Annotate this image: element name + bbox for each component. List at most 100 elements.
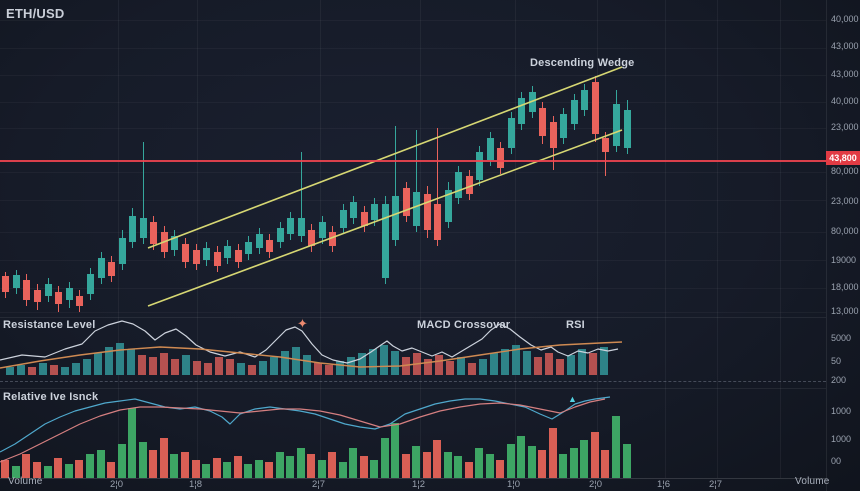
volume-bar — [402, 454, 410, 478]
candle-body — [550, 122, 557, 148]
gridline-vertical — [665, 0, 666, 478]
gridline-horizontal — [0, 75, 826, 76]
candle-body — [539, 108, 546, 136]
candle-body — [256, 234, 263, 248]
volume-bar — [223, 462, 231, 478]
macd-histogram-bar — [105, 347, 113, 375]
gridline-vertical — [515, 0, 516, 478]
candle-wick — [143, 142, 144, 244]
volume-bar — [255, 460, 263, 478]
price-axis-label: 40,000 — [831, 14, 859, 24]
price-axis-label: 23,000 — [831, 122, 859, 132]
candle-body — [119, 238, 126, 264]
candle-body — [361, 212, 368, 226]
gridline-vertical — [597, 0, 598, 478]
time-axis-label: 1¦0 — [507, 479, 521, 490]
candle-body — [518, 98, 525, 124]
volume-bar — [97, 450, 105, 478]
macd-histogram-bar — [39, 363, 47, 375]
macd-histogram-bar — [226, 359, 234, 375]
volume-bar — [475, 448, 483, 478]
candle-body — [34, 290, 41, 302]
time-axis-label: 1¦2 — [412, 479, 426, 490]
macd-histogram-bar — [567, 355, 575, 375]
candle-body — [98, 258, 105, 278]
macd-histogram-bar — [193, 361, 201, 375]
volume-bar — [54, 458, 62, 478]
resistance-annotation: Resistance Level — [3, 319, 96, 331]
macd-histogram-bar — [259, 361, 267, 375]
volume-bar — [580, 440, 588, 478]
volume-bar — [33, 462, 41, 478]
volume-bar — [86, 454, 94, 478]
volume-bar — [454, 456, 462, 478]
price-axis-label: 80,000 — [831, 166, 859, 176]
volume-bar — [318, 460, 326, 478]
pane-separator — [0, 478, 826, 479]
candle-body — [214, 252, 221, 266]
volume-bar — [1, 460, 9, 478]
time-axis[interactable] — [0, 478, 826, 491]
volume-bar — [160, 438, 168, 478]
macd-histogram-bar — [424, 359, 432, 375]
candle-body — [455, 172, 462, 198]
candle-body — [108, 262, 115, 276]
volume-bar — [12, 466, 20, 478]
price-axis[interactable] — [826, 0, 860, 491]
macd-histogram-bar — [435, 355, 443, 375]
gridline-horizontal — [0, 312, 826, 313]
macd-histogram-bar — [380, 345, 388, 375]
volume-bar — [128, 408, 136, 478]
candle-body — [624, 110, 631, 148]
macd-histogram-bar — [116, 343, 124, 375]
gridline-vertical — [320, 0, 321, 478]
macd-histogram-bar — [358, 353, 366, 375]
volume-bar — [213, 458, 221, 478]
volume-bar — [65, 464, 73, 478]
candle-body — [592, 82, 599, 134]
price-axis-label: 23,000 — [831, 196, 859, 206]
macd-histogram-bar — [138, 355, 146, 375]
macd-zero-line — [0, 381, 826, 382]
rsi-annotation: RSI — [566, 319, 585, 331]
time-axis-label: 1¦8 — [189, 479, 203, 490]
candle-body — [319, 222, 326, 238]
candle-body — [581, 90, 588, 110]
candle-body — [382, 204, 389, 278]
macd-histogram-bar — [369, 349, 377, 375]
candle-body — [329, 232, 336, 246]
volume-bar — [538, 450, 546, 478]
candle-body — [613, 104, 620, 146]
volume-bar — [244, 464, 252, 478]
volume-bar — [601, 450, 609, 478]
macd-histogram-bar — [83, 359, 91, 375]
candle-body — [602, 138, 609, 152]
candle-body — [235, 250, 242, 262]
price-tag: 43,800 — [826, 151, 860, 165]
macd-histogram-bar — [149, 357, 157, 375]
candle-body — [2, 276, 9, 292]
candle-body — [371, 204, 378, 220]
time-axis-label: 2¦7 — [709, 479, 723, 490]
volume-bar — [44, 466, 52, 478]
candle-body — [161, 232, 168, 252]
macd-histogram-bar — [28, 367, 36, 375]
symbol-label: ETH/USD — [6, 6, 65, 21]
macd-histogram-bar — [204, 363, 212, 375]
macd-histogram-bar — [468, 363, 476, 375]
volume-bar — [391, 423, 399, 478]
breakout-marker-icon: ✦ — [297, 316, 308, 331]
candle-body — [66, 288, 73, 300]
signal-marker-icon: ▲ — [568, 394, 577, 404]
volume-bar — [423, 452, 431, 478]
macd-histogram-bar — [303, 355, 311, 375]
macd-histogram-bar — [336, 361, 344, 375]
candle-body — [55, 292, 62, 304]
gridline-vertical — [717, 0, 718, 478]
macd-histogram-bar — [281, 351, 289, 375]
macd-histogram-bar — [160, 353, 168, 375]
candle-body — [529, 92, 536, 112]
wedge-annotation: Descending Wedge — [530, 57, 635, 69]
gridline-horizontal — [0, 48, 826, 49]
